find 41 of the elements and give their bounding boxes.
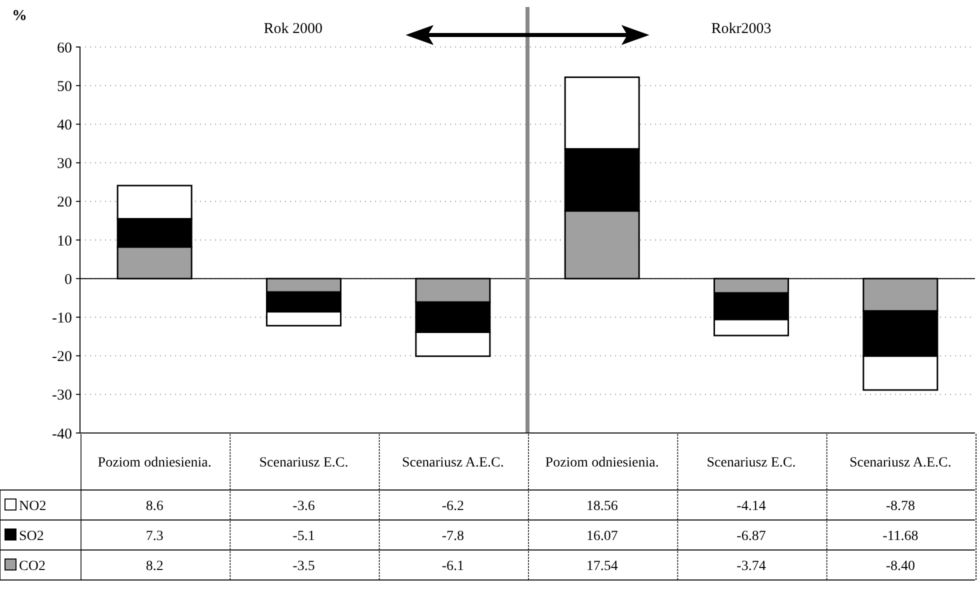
- legend-label: SO2: [19, 528, 44, 544]
- data-label: -6.87: [736, 528, 766, 544]
- data-label: -3.5: [292, 558, 315, 574]
- y-tick-label: 0: [64, 272, 72, 288]
- y-tick-label: -30: [52, 388, 72, 404]
- y-tick-label: -10: [52, 310, 72, 326]
- y-tick-label: 30: [57, 156, 72, 172]
- x-tick-label: Poziom odniesienia.: [545, 455, 659, 470]
- x-tick-label: Scenariusz E.C.: [706, 455, 796, 470]
- x-tick-label: Scenariusz A.E.C.: [849, 455, 952, 470]
- data-label: 18.56: [586, 498, 618, 514]
- y-tick-label: 50: [57, 78, 72, 95]
- data-label: -6.2: [442, 498, 464, 514]
- text: Rok 2000: [264, 21, 323, 37]
- data-label: -11.68: [882, 528, 918, 544]
- text: Rokr2003: [711, 21, 772, 37]
- data-label: -3.74: [736, 558, 766, 574]
- y-tick-label: -20: [52, 349, 72, 366]
- data-label: 8.6: [146, 498, 164, 514]
- data-label: 8.2: [146, 558, 164, 574]
- y-tick-label: -40: [52, 426, 72, 442]
- y-tick-label: 20: [57, 194, 72, 211]
- legend-label: NO2: [19, 498, 46, 514]
- y-tick-label: 60: [57, 40, 72, 56]
- y-axis-title: %: [12, 8, 27, 24]
- x-tick-label: Poziom odniesienia.: [98, 455, 212, 470]
- data-label: -8.40: [886, 558, 916, 574]
- data-label: -5.1: [292, 528, 315, 544]
- y-tick-label: 40: [57, 117, 72, 134]
- legend-label: CO2: [19, 558, 46, 574]
- data-label: -3.6: [292, 498, 315, 514]
- data-label: -4.14: [736, 498, 766, 514]
- data-label: -7.8: [442, 528, 464, 544]
- data-label: 7.3: [146, 528, 164, 544]
- data-label: -6.1: [442, 558, 464, 574]
- data-label: 16.07: [586, 528, 618, 544]
- data-label: -8.78: [886, 498, 916, 514]
- x-tick-label: Scenariusz A.E.C.: [402, 455, 504, 470]
- y-tick-label: 10: [57, 233, 72, 250]
- data-label: 17.54: [586, 558, 618, 574]
- x-tick-label: Scenariusz E.C.: [259, 455, 348, 470]
